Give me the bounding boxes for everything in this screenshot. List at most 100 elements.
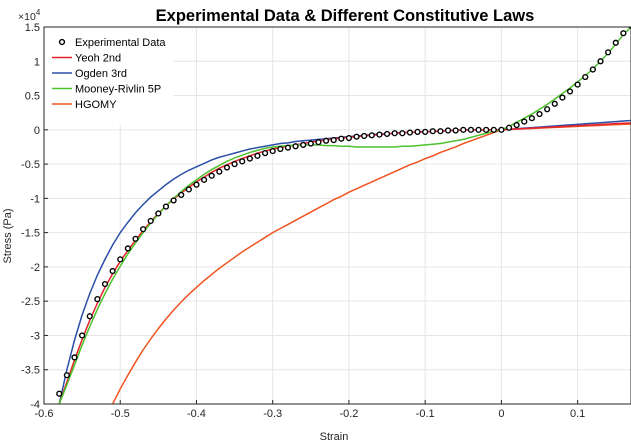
data-point bbox=[597, 58, 604, 65]
y-axis-exponent: ×104 bbox=[18, 8, 41, 23]
data-point bbox=[162, 203, 170, 210]
x-tick-label: 0.1 bbox=[570, 408, 585, 420]
data-point bbox=[101, 280, 109, 288]
data-point bbox=[178, 191, 185, 199]
data-point bbox=[422, 128, 429, 135]
data-point bbox=[444, 127, 452, 134]
data-point bbox=[71, 354, 78, 361]
data-point bbox=[200, 176, 208, 183]
series-line-hgomy bbox=[111, 123, 631, 404]
data-point bbox=[521, 118, 528, 125]
data-point bbox=[284, 144, 292, 151]
y-tick-label: -0.5 bbox=[21, 159, 40, 171]
data-point bbox=[94, 296, 101, 303]
series-line-yeoh-2nd bbox=[58, 122, 631, 404]
y-tick-label: -1.5 bbox=[21, 228, 40, 240]
data-point bbox=[79, 332, 86, 339]
x-tick-label: -0.4 bbox=[187, 408, 206, 420]
data-point bbox=[376, 131, 383, 138]
legend-label-yeoh-2nd: Yeoh 2nd bbox=[75, 53, 121, 65]
y-tick-label: -3.5 bbox=[21, 365, 40, 377]
y-exponent-base: ×10 bbox=[18, 11, 36, 23]
data-point bbox=[582, 73, 589, 81]
y-tick-label: 0 bbox=[34, 125, 40, 137]
data-point bbox=[117, 256, 124, 263]
data-point bbox=[231, 160, 238, 168]
series-line-ogden-3rd bbox=[58, 119, 631, 404]
data-point bbox=[452, 127, 459, 134]
data-point bbox=[460, 126, 467, 133]
data-point bbox=[544, 106, 551, 113]
legend-label-mooney-rivlin-5p: Mooney-Rivlin 5P bbox=[75, 84, 161, 96]
data-point bbox=[429, 128, 436, 135]
data-point bbox=[475, 126, 482, 133]
data-point bbox=[513, 121, 520, 129]
data-point bbox=[536, 110, 543, 118]
y-tick-label: -4 bbox=[30, 399, 40, 411]
data-point bbox=[315, 139, 322, 146]
data-point bbox=[399, 130, 406, 137]
legend-label-ogden-3rd: Ogden 3rd bbox=[75, 68, 127, 80]
y-axis-label: Stress (Pa) bbox=[2, 208, 14, 263]
data-point bbox=[56, 390, 63, 397]
data-point bbox=[193, 181, 200, 188]
data-point bbox=[307, 140, 314, 147]
data-point bbox=[498, 126, 505, 133]
legend-swatch-experimental-data bbox=[58, 38, 66, 46]
data-point bbox=[559, 94, 566, 101]
y-tick-label: -2 bbox=[30, 262, 40, 274]
data-point bbox=[223, 164, 231, 171]
data-point bbox=[292, 143, 299, 150]
data-point bbox=[124, 245, 131, 252]
data-point bbox=[300, 141, 307, 148]
data-point bbox=[368, 132, 375, 139]
data-point bbox=[269, 147, 276, 155]
data-point bbox=[155, 210, 162, 217]
axes bbox=[43, 26, 631, 405]
data-point bbox=[414, 128, 421, 135]
data-point bbox=[612, 39, 619, 46]
data-point bbox=[467, 126, 475, 133]
y-tick-label: 1.5 bbox=[25, 22, 40, 34]
data-point bbox=[132, 235, 139, 242]
x-tick-label: 0 bbox=[498, 408, 504, 420]
x-axis-label: Strain bbox=[320, 431, 349, 443]
series-line-mooney-rivlin-5p bbox=[58, 27, 631, 404]
data-point bbox=[437, 128, 444, 135]
data-point bbox=[109, 267, 116, 275]
data-point bbox=[383, 130, 391, 138]
data-point bbox=[147, 217, 154, 225]
data-point bbox=[330, 137, 337, 144]
data-point bbox=[406, 129, 414, 136]
data-point bbox=[246, 155, 253, 162]
tick-labels: -0.6 -0.5 -0.4 -0.3 -0.2 -0.1 0 0.1 1.5 1 0.5 0 -0.5… bbox=[21, 22, 585, 420]
x-tick-label: -0.1 bbox=[416, 408, 435, 420]
data-point bbox=[86, 313, 93, 320]
legend-label-hgomy: HGOMY bbox=[75, 99, 117, 111]
data-point bbox=[216, 168, 223, 175]
y-tick-label: -2.5 bbox=[21, 296, 40, 308]
data-point bbox=[239, 158, 246, 165]
data-point bbox=[185, 186, 192, 193]
y-exponent-power: 4 bbox=[36, 8, 41, 17]
data-point bbox=[338, 135, 345, 142]
series-layer bbox=[56, 27, 631, 404]
x-tick-label: -0.6 bbox=[35, 408, 54, 420]
y-tick-label: 1 bbox=[34, 56, 40, 68]
x-tick-label: -0.2 bbox=[339, 408, 358, 420]
data-point bbox=[254, 152, 261, 159]
data-point bbox=[391, 130, 398, 137]
data-point bbox=[140, 226, 147, 233]
data-point bbox=[63, 372, 70, 379]
plot-frame bbox=[43, 26, 631, 405]
data-point bbox=[589, 66, 596, 73]
data-point bbox=[277, 145, 284, 153]
data-point bbox=[505, 124, 513, 131]
y-tick-label: 0.5 bbox=[25, 91, 40, 103]
data-point bbox=[528, 115, 535, 122]
data-point bbox=[551, 100, 558, 107]
x-tick-label: -0.5 bbox=[111, 408, 130, 420]
data-point bbox=[170, 197, 177, 204]
